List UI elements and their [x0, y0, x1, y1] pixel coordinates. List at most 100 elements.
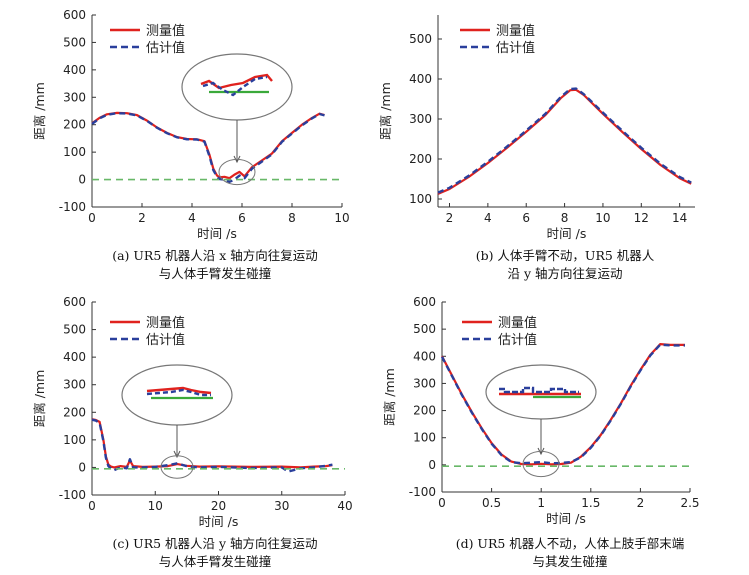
- panel-b-ytick-label: 200: [409, 152, 432, 166]
- panel-a-xtick-label: 10: [334, 211, 349, 225]
- caption-c: (c) UR5 机器人沿 y 轴方向往复运动 与人体手臂发生碰撞: [50, 535, 380, 571]
- panel-a-series-measured: [91, 111, 325, 180]
- panel-b-xtick-label: 4: [484, 211, 492, 225]
- panel-c-ytick-label: 200: [63, 405, 86, 419]
- panel-b-legend-label-estimated: 估计值: [496, 40, 535, 56]
- panel-a-xtick-label: 2: [138, 211, 146, 225]
- panel-a-legend-label-estimated: 估计值: [146, 40, 185, 56]
- panel-a-ytick-label: 300: [63, 90, 86, 104]
- panel-c-zoom-inset: [121, 364, 233, 479]
- caption-d: (d) UR5 机器人不动，人体上肢手部末端 与其发生碰撞: [405, 535, 735, 571]
- panel-c-zoom-arrowhead: [173, 450, 181, 459]
- panel-c-xtick-label: 30: [274, 499, 289, 513]
- panel-c-ytick-label: 400: [63, 350, 86, 364]
- caption-c-line1: (c) UR5 机器人沿 y 轴方向往复运动: [112, 536, 318, 551]
- caption-d-line2: 与其发生碰撞: [532, 554, 608, 569]
- panel-d-xtick-label: 1.5: [581, 496, 600, 510]
- panel-b-xtick-label: 6: [522, 211, 530, 225]
- panel-c-ytick-label: 600: [63, 295, 86, 309]
- panel-a-zoom-measured: [200, 73, 273, 90]
- panel-c-zoom-target-ring: [160, 455, 194, 479]
- panel-d-zoom-estimated: [499, 386, 579, 394]
- panel-d-zoom-arrowhead: [537, 447, 545, 456]
- panel-c-xtick-label: 10: [148, 499, 163, 513]
- caption-b: (b) 人体手臂不动，UR5 机器人 沿 y 轴方向往复运动: [400, 247, 730, 283]
- panel-b-ylabel: 距离 /mm: [378, 82, 393, 140]
- panel-a-ytick-label: 600: [63, 8, 86, 22]
- panel-c-zoom-estimated: [146, 388, 211, 397]
- panel-c-legend-label-estimated: 估计值: [146, 332, 185, 348]
- caption-b-line1: (b) 人体手臂不动，UR5 机器人: [475, 248, 655, 263]
- panel-c-xtick-label: 40: [337, 499, 352, 513]
- panel-a-xtick-label: 0: [88, 211, 96, 225]
- panel-a-zoom-inset: [181, 53, 293, 186]
- panel-a-xtick-label: 8: [288, 211, 296, 225]
- panel-c-zoom-ellipse: [121, 364, 233, 426]
- caption-a: (a) UR5 机器人沿 x 轴方向往复运动 与人体手臂发生碰撞: [50, 247, 380, 283]
- panel-d-legend-label-measured: 测量值: [498, 315, 537, 331]
- panel-c-ytick-label: -100: [59, 488, 86, 502]
- panel-a-zoom-arrowhead: [233, 155, 241, 164]
- caption-a-line2: 与人体手臂发生碰撞: [158, 266, 272, 281]
- panel-b-ytick-label: 100: [409, 192, 432, 206]
- panel-a-ytick-label: 500: [63, 35, 86, 49]
- panel-c-ytick-label: 500: [63, 323, 86, 337]
- panel-d-legend-label-estimated: 估计值: [498, 332, 537, 348]
- caption-c-line2: 与人体手臂发生碰撞: [158, 554, 272, 569]
- panel-d-ytick-label: 100: [413, 431, 436, 445]
- panel-a-zoom-estimated: [202, 75, 268, 97]
- panel-d-ytick-label: 200: [413, 404, 436, 418]
- panel-b-xtick-label: 8: [561, 211, 569, 225]
- panel-a-ytick-label: 0: [78, 173, 86, 187]
- panel-b-xtick-label: 14: [672, 211, 687, 225]
- panel-b: 100 200 300 400 500 2 4 6 8 10 12 14 时间 /s 距离 /mm 测量值估…: [378, 15, 695, 241]
- panel-c-xtick-label: 20: [211, 499, 226, 513]
- panel-b-ytick-label: 500: [409, 32, 432, 46]
- panel-c-series-estimated: [91, 418, 333, 473]
- panel-c-legend-label-measured: 测量值: [146, 315, 185, 331]
- panel-d-ylabel: 距离 /mm: [382, 368, 397, 426]
- panel-d-ytick-label: 300: [413, 376, 436, 390]
- panel-b-xlabel: 时间 /s: [547, 226, 587, 241]
- panel-b-legend-label-measured: 测量值: [496, 23, 535, 39]
- panel-b-xtick-label: 10: [595, 211, 610, 225]
- panel-d-ytick-label: -100: [409, 485, 436, 499]
- panel-d-zoom-inset: [485, 364, 597, 478]
- panel-a-xtick-label: 4: [188, 211, 196, 225]
- panel-b-series-estimated: [437, 87, 692, 194]
- panel-c-xlabel: 时间 /s: [199, 514, 239, 529]
- panel-d-ytick-label: 0: [428, 458, 436, 472]
- panel-d-ytick-label: 600: [413, 295, 436, 309]
- panel-a-ylabel: 距离 /mm: [32, 82, 47, 140]
- caption-a-line1: (a) UR5 机器人沿 x 轴方向往复运动: [112, 248, 318, 263]
- panel-d-zoom-target-ring: [522, 450, 560, 478]
- panel-a-ytick-label: 100: [63, 145, 86, 159]
- panel-a-series-estimated: [91, 111, 325, 184]
- panel-b-xtick-label: 2: [446, 211, 454, 225]
- panel-a-xtick-label: 6: [238, 211, 246, 225]
- caption-d-line1: (d) UR5 机器人不动，人体上肢手部末端: [455, 536, 685, 551]
- panel-c-series-measured: [91, 418, 333, 469]
- panel-d-xlabel: 时间 /s: [546, 511, 586, 526]
- panel-c-ytick-label: 0: [78, 460, 86, 474]
- panel-d-series-estimated: [440, 343, 685, 465]
- panel-a-legend-label-measured: 测量值: [146, 23, 185, 39]
- caption-b-line2: 沿 y 轴方向往复运动: [507, 266, 623, 281]
- panel-a-ytick-label: 200: [63, 118, 86, 132]
- panel-a-ytick-label: 400: [63, 63, 86, 77]
- panel-d-xtick-label: 1: [537, 496, 545, 510]
- panel-c-xtick-label: 0: [88, 499, 96, 513]
- panel-d-xtick-label: 0: [438, 496, 446, 510]
- panel-c-ytick-label: 100: [63, 433, 86, 447]
- panel-a-zoom-ellipse: [181, 53, 293, 121]
- panel-c-zoom-measured: [146, 386, 212, 395]
- panel-b-ytick-label: 400: [409, 72, 432, 86]
- panel-c-ylabel: 距离 /mm: [32, 370, 47, 428]
- panel-a-ytick-label: -100: [59, 200, 86, 214]
